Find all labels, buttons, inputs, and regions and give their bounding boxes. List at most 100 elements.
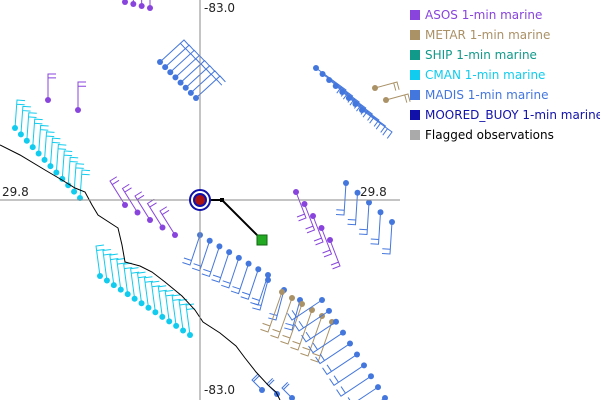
station-dot xyxy=(216,243,223,250)
station-dot xyxy=(347,340,353,347)
station-dot xyxy=(259,387,265,393)
station-dot xyxy=(301,201,308,207)
wind-barb xyxy=(32,118,43,148)
wind-barb xyxy=(270,297,293,339)
station-dot xyxy=(35,150,42,157)
wind-barb xyxy=(304,203,316,234)
legend-swatch xyxy=(410,130,420,140)
wind-barb xyxy=(287,299,323,321)
station-dot xyxy=(289,295,295,301)
station-dot xyxy=(59,175,66,182)
station-dot xyxy=(117,286,124,293)
station-dot xyxy=(361,362,367,369)
lat-label-left: 29.8 xyxy=(2,185,29,199)
station-dot xyxy=(147,5,153,11)
station-dot xyxy=(343,180,349,186)
station-dot xyxy=(182,84,189,91)
target-marker[interactable] xyxy=(256,234,268,246)
station-dot xyxy=(368,373,374,380)
station-dot xyxy=(265,272,271,278)
wind-barb xyxy=(280,303,303,345)
station-dot xyxy=(309,307,315,313)
wind-barb xyxy=(321,227,333,258)
station-dot xyxy=(372,85,378,91)
station-dot xyxy=(172,232,178,238)
wind-barb xyxy=(240,269,259,300)
wind-barb xyxy=(300,315,323,357)
buoy-center xyxy=(195,195,205,205)
station-dot xyxy=(172,74,179,81)
wind-barb xyxy=(44,131,55,160)
station-dot xyxy=(383,97,389,103)
legend-swatch xyxy=(410,30,420,40)
station-dot xyxy=(389,219,395,225)
lat-label-right: 29.8 xyxy=(360,185,387,199)
legend-swatch xyxy=(410,110,420,120)
station-dot xyxy=(152,309,159,316)
station-dot xyxy=(352,101,359,107)
station-dot xyxy=(226,249,233,256)
wind-barb xyxy=(347,192,358,226)
station-dot xyxy=(47,163,54,170)
wind-barb xyxy=(47,73,56,100)
legend-label: MADIS 1-min marine xyxy=(425,88,548,102)
wind-barb xyxy=(159,206,176,236)
wind-barb xyxy=(381,221,393,255)
wind-barb xyxy=(180,59,211,83)
wind-barb xyxy=(312,215,324,246)
wind-barb xyxy=(164,44,195,68)
wind-barb xyxy=(134,191,151,221)
wind-barb xyxy=(370,212,381,245)
wind-barb xyxy=(252,279,269,311)
wind-barb xyxy=(26,112,37,141)
station-dot xyxy=(313,65,319,71)
wind-barb xyxy=(281,381,293,399)
station-dot xyxy=(75,107,81,113)
station-dot xyxy=(166,318,173,325)
wind-barb xyxy=(374,81,400,91)
station-dot xyxy=(71,188,78,195)
wind-barb xyxy=(14,99,26,129)
station-dot xyxy=(167,69,174,76)
station-dot xyxy=(340,329,346,336)
wind-barb xyxy=(157,285,167,317)
station-dot xyxy=(122,202,128,208)
wind-barb xyxy=(211,251,230,283)
wind-barb xyxy=(284,299,301,331)
station-dot xyxy=(333,318,339,325)
station-dot xyxy=(293,189,299,195)
legend-label: SHIP 1-min marine xyxy=(425,48,537,62)
wind-barb xyxy=(49,137,61,167)
legend-swatch xyxy=(410,50,420,60)
wind-barb xyxy=(195,75,226,99)
station-dot xyxy=(375,384,381,391)
wind-barb xyxy=(143,276,154,308)
wind-barb xyxy=(290,309,313,351)
legend: ASOS 1-min marine METAR 1-min marine SHIP … xyxy=(410,8,600,142)
legend-label: ASOS 1-min marine xyxy=(425,8,542,22)
legend-swatch xyxy=(410,10,420,20)
station-dot xyxy=(159,313,166,320)
station-dot xyxy=(134,209,141,216)
wind-barb xyxy=(141,0,143,6)
station-dot xyxy=(131,295,138,302)
wind-barb xyxy=(95,244,105,277)
station-barbs xyxy=(12,0,411,400)
station-dot xyxy=(159,224,166,231)
legend-swatch xyxy=(410,70,420,80)
station-dot xyxy=(326,77,333,83)
station-dot xyxy=(354,189,361,196)
station-dot xyxy=(193,95,199,101)
station-dot xyxy=(110,282,117,289)
wind-barb xyxy=(358,202,370,236)
station-dot xyxy=(289,395,295,400)
wind-barb xyxy=(55,144,67,173)
station-dot xyxy=(173,322,180,329)
station-dot xyxy=(29,144,36,151)
wind-barb xyxy=(385,93,411,103)
wind-barb xyxy=(201,246,220,278)
wind-barb xyxy=(182,234,201,266)
wind-barb xyxy=(336,375,372,397)
wind-barb xyxy=(329,364,365,387)
station-dot xyxy=(138,300,145,307)
